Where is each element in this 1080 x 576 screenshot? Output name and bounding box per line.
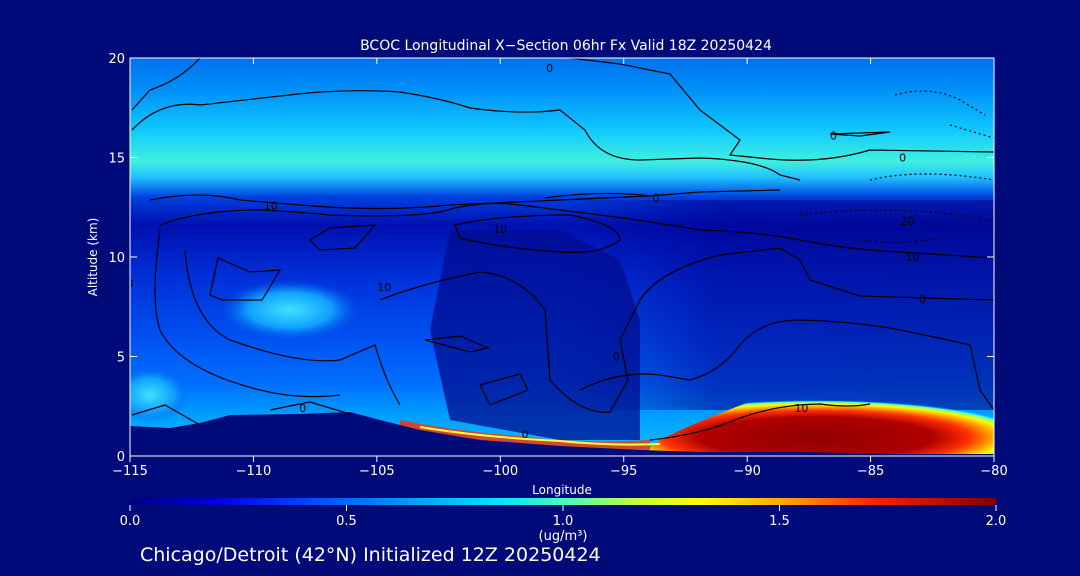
x-tick-label: −110 — [236, 464, 272, 479]
x-axis: −115 −110 −105 −100 −95 −90 −85 −80 — [112, 58, 1008, 479]
contour-line — [131, 404, 201, 426]
dashed-contour-line — [894, 90, 986, 116]
x-tick-label: −105 — [359, 464, 395, 479]
contour-line — [579, 319, 994, 411]
contour-label: 10 — [493, 223, 507, 236]
x-tick-label: −100 — [482, 464, 518, 479]
x-tick-label: −80 — [980, 464, 1007, 479]
contour-line — [309, 224, 377, 251]
contour-line — [569, 58, 994, 161]
colorbar-tick-label: 2.0 — [986, 514, 1007, 529]
contour-line — [544, 192, 651, 199]
central-low-concentration-region — [430, 230, 640, 440]
contour-label: 10 — [906, 251, 920, 264]
x-tick-label: −85 — [857, 464, 884, 479]
contour-line — [649, 403, 871, 441]
contour-label: 0 — [899, 152, 906, 165]
contour-label: 0 — [830, 130, 837, 143]
x-axis-label: Longitude — [532, 483, 592, 497]
colorbar-unit: (ug/m³) — [539, 529, 588, 544]
y-tick-label: 0 — [117, 450, 125, 465]
contour-label: 20 — [901, 215, 915, 228]
contour-line — [479, 373, 529, 406]
contour-label: 10 — [377, 281, 391, 294]
chart-subtitle: Chicago/Detroit (42°N) Initialized 12Z 2… — [140, 544, 601, 566]
contour-line — [159, 202, 994, 259]
dashed-contour-lines — [799, 90, 994, 243]
contour-line — [424, 335, 490, 353]
y-axis-label: Altitude (km) — [86, 218, 100, 297]
contour-labels: 0 0 0 0 10 10 20 10 0 10 0 0 0 0 10 — [127, 62, 926, 441]
contour-line — [454, 214, 621, 254]
y-tick-label: 5 — [117, 351, 125, 366]
surface-west-blob — [130, 367, 190, 423]
terrain — [130, 412, 994, 456]
contour-line — [131, 58, 201, 111]
colorbar-tick-label: 0.0 — [120, 514, 141, 529]
plume-edge — [419, 426, 661, 446]
colorbar-tick-label: 1.5 — [769, 514, 790, 529]
colorbar-ticks: 0.0 0.5 1.0 1.5 2.0 — [120, 505, 1007, 529]
contour-line — [379, 247, 994, 413]
western-high-concentration-blob — [220, 280, 360, 340]
y-tick-label: 10 — [108, 251, 125, 266]
contour-label: 0 — [613, 351, 620, 364]
plot-area: 0 0 0 0 10 10 20 10 0 10 0 0 0 0 10 — [127, 58, 994, 456]
contour-line — [209, 257, 282, 301]
colorbar-tick-label: 0.5 — [336, 514, 357, 529]
colorbar-gradient — [130, 498, 996, 505]
y-tick-label: 15 — [108, 152, 125, 167]
contour-label: 10 — [264, 199, 278, 212]
dashed-contour-line — [799, 209, 994, 223]
contour-label: 0 — [546, 62, 553, 75]
x-tick-label: −95 — [610, 464, 637, 479]
contour-lines — [131, 58, 994, 441]
contour-line — [829, 131, 891, 137]
contour-line — [184, 249, 401, 406]
contour-line — [131, 90, 801, 181]
chart-title: BCOC Longitudinal X−Section 06hr Fx Vali… — [360, 38, 772, 54]
contour-label: 0 — [919, 293, 926, 306]
contour-label: 10 — [794, 402, 808, 415]
contour-label: 0 — [299, 402, 306, 415]
contour-line — [269, 401, 351, 415]
contour-line — [154, 229, 341, 398]
contour-label: 0 — [652, 191, 659, 204]
contour-line — [149, 189, 781, 210]
y-tick-label: 20 — [108, 52, 125, 67]
colorbar: 0.0 0.5 1.0 1.5 2.0 (ug/m³) — [120, 498, 1007, 544]
x-tick-label: −115 — [112, 464, 148, 479]
x-tick-label: −90 — [733, 464, 760, 479]
dashed-contour-line — [869, 173, 994, 181]
contour-label: 0 — [127, 277, 134, 290]
colorbar-tick-label: 1.0 — [553, 514, 574, 529]
dashed-contour-line — [859, 237, 941, 243]
y-axis: 0 5 10 15 20 — [108, 52, 994, 465]
contour-label: 0 — [521, 428, 528, 441]
surface-plume — [640, 394, 994, 456]
